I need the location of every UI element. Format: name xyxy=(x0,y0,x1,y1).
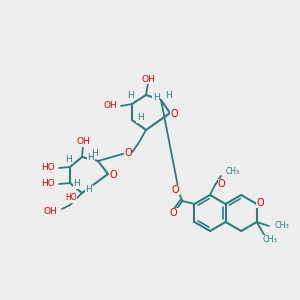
Text: HO: HO xyxy=(41,179,55,188)
Text: CH₃: CH₃ xyxy=(275,221,290,230)
Text: OH: OH xyxy=(103,101,117,110)
Text: O: O xyxy=(169,208,177,218)
Text: O: O xyxy=(109,170,117,180)
Text: O: O xyxy=(172,185,179,195)
Text: HO: HO xyxy=(65,194,77,202)
Text: H: H xyxy=(74,179,80,188)
Text: CH₃: CH₃ xyxy=(226,167,240,176)
Text: O: O xyxy=(257,198,265,208)
Text: H: H xyxy=(66,154,72,164)
Text: OH: OH xyxy=(141,74,155,83)
Text: HO: HO xyxy=(41,164,55,172)
Text: O: O xyxy=(124,148,132,158)
Text: CH₃: CH₃ xyxy=(262,236,277,244)
Text: OH: OH xyxy=(43,206,57,215)
Text: H: H xyxy=(166,92,172,100)
Text: OH: OH xyxy=(76,137,90,146)
Text: H: H xyxy=(127,91,134,100)
Text: O: O xyxy=(218,179,226,189)
Text: H: H xyxy=(85,185,92,194)
Text: H: H xyxy=(92,148,98,158)
Text: O: O xyxy=(170,109,178,119)
Text: H: H xyxy=(88,154,94,163)
Text: H: H xyxy=(136,113,143,122)
Text: H: H xyxy=(153,92,159,101)
